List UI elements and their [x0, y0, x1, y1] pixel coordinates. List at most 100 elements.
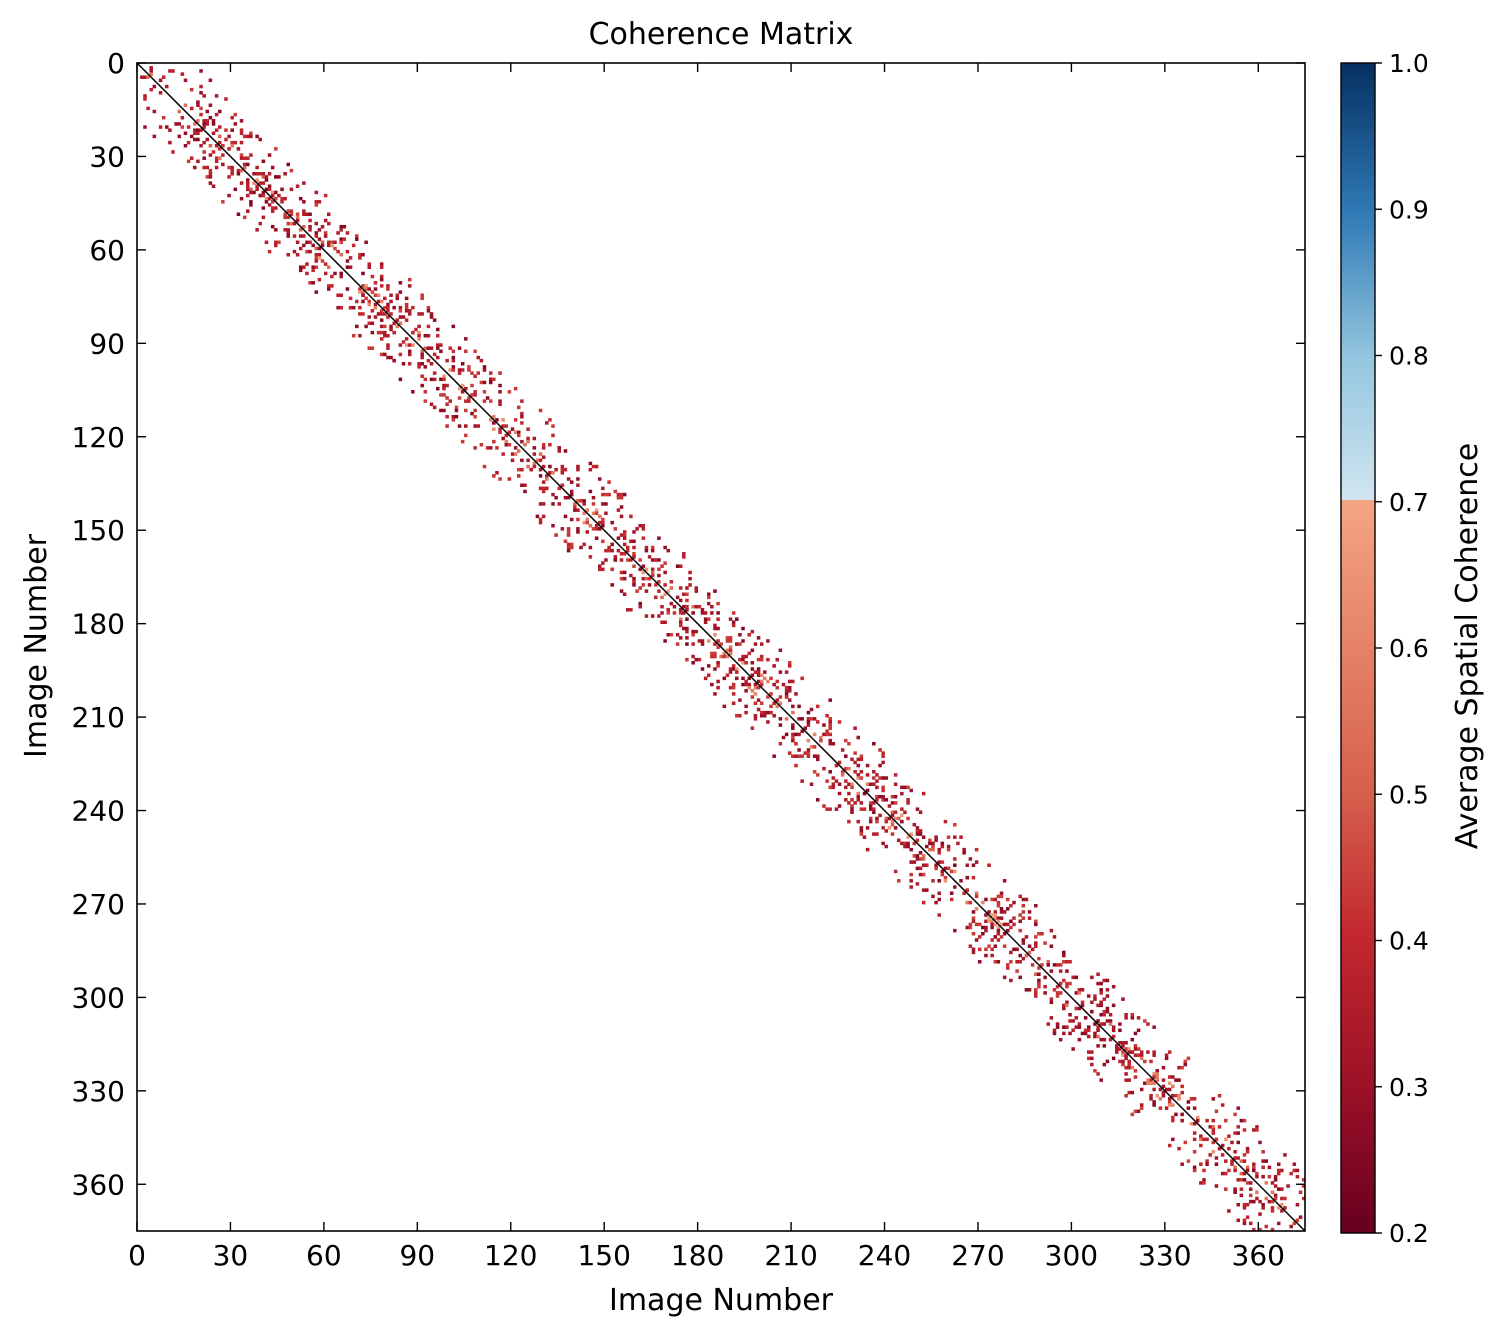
heatmap-cell — [753, 717, 758, 721]
heatmap-cell — [984, 953, 988, 958]
heatmap-cell — [931, 879, 935, 883]
heatmap-cell — [791, 679, 795, 684]
heatmap-cell — [149, 87, 153, 92]
heatmap-cell — [654, 583, 658, 587]
heatmap-cell — [987, 863, 991, 867]
heatmap-cell — [196, 159, 200, 164]
heatmap-cell — [436, 333, 440, 338]
heatmap-cell — [351, 243, 356, 248]
heatmap-cell — [968, 922, 973, 927]
heatmap-cell — [791, 754, 795, 758]
heatmap-cell — [741, 682, 745, 687]
heatmap-cell — [1276, 1187, 1281, 1191]
heatmap-cell — [464, 424, 468, 428]
heatmap-cell — [351, 333, 356, 338]
heatmap-cell — [576, 530, 580, 534]
heatmap-cell — [323, 262, 328, 266]
heatmap-cell — [314, 259, 319, 263]
heatmap-cell — [361, 312, 365, 316]
heatmap-cell — [1065, 1025, 1069, 1029]
heatmap-cell — [423, 365, 428, 369]
heatmap-cell — [1161, 1084, 1166, 1089]
heatmap-cell — [1105, 1019, 1110, 1023]
heatmap-cell — [750, 667, 755, 671]
heatmap-cell — [931, 847, 935, 852]
heatmap-cell — [1149, 1093, 1153, 1098]
heatmap-cell — [713, 692, 717, 696]
heatmap-cell — [305, 249, 309, 254]
heatmap-cell — [1276, 1206, 1281, 1210]
heatmap-cell — [560, 483, 565, 487]
heatmap-cell — [411, 343, 415, 347]
heatmap-cell — [498, 430, 502, 435]
heatmap-cell — [881, 794, 885, 799]
heatmap-cell — [1214, 1156, 1219, 1160]
heatmap-cell — [454, 408, 459, 413]
heatmap-cell — [1195, 1115, 1200, 1120]
heatmap-cell — [1139, 1103, 1144, 1107]
heatmap-cell — [660, 611, 664, 615]
heatmap-cell — [1111, 1025, 1116, 1029]
heatmap-cell — [999, 922, 1004, 927]
y-tick-label: 150 — [72, 514, 125, 547]
heatmap-cell — [1167, 1050, 1172, 1054]
heatmap-cell — [1248, 1181, 1253, 1185]
heatmap-cell — [1002, 910, 1007, 914]
heatmap-cell — [383, 296, 387, 301]
heatmap-cell — [1018, 919, 1022, 924]
heatmap-cell — [407, 362, 412, 366]
heatmap-cell — [594, 527, 599, 531]
heatmap-cell — [289, 212, 294, 217]
heatmap-cell — [678, 608, 683, 612]
heatmap-cell — [1096, 972, 1100, 976]
heatmap-cell — [1295, 1168, 1300, 1173]
heatmap-cell — [330, 243, 334, 248]
heatmap-cell — [470, 383, 474, 388]
heatmap-cell — [949, 869, 954, 874]
heatmap-cell — [398, 321, 403, 326]
heatmap-cell — [1068, 1031, 1072, 1036]
heatmap-cell — [389, 293, 393, 297]
heatmap-cell — [417, 324, 421, 329]
heatmap-cell — [993, 897, 998, 902]
heatmap-cell — [1280, 1187, 1284, 1191]
heatmap-cell — [934, 835, 938, 839]
colorbar-tick-label: 0.8 — [1389, 342, 1429, 371]
heatmap-cell — [613, 489, 618, 494]
heatmap-cell — [274, 196, 278, 201]
x-tick-label: 210 — [764, 1239, 817, 1272]
heatmap-cell — [1077, 1025, 1082, 1029]
heatmap-cell — [348, 265, 353, 269]
heatmap-cell — [1242, 1206, 1247, 1210]
y-tick-label: 270 — [72, 888, 125, 921]
heatmap-cell — [298, 228, 303, 232]
heatmap-cell — [893, 801, 898, 805]
heatmap-cell — [1139, 1106, 1144, 1110]
heatmap-cell — [685, 629, 689, 634]
heatmap-cell — [1074, 991, 1079, 995]
heatmap-cell — [654, 595, 658, 600]
heatmap-cell — [1127, 1047, 1131, 1051]
heatmap-cell — [158, 91, 163, 95]
heatmap-cell — [473, 390, 477, 394]
heatmap-cell — [716, 611, 720, 615]
heatmap-cell — [476, 424, 481, 428]
heatmap-cell — [597, 514, 602, 519]
heatmap-cell — [199, 106, 203, 111]
heatmap-cell — [1005, 963, 1010, 967]
heatmap-cell — [716, 664, 720, 668]
heatmap-cell — [622, 576, 627, 581]
heatmap-cell — [747, 685, 751, 690]
heatmap-cell — [1270, 1199, 1275, 1204]
heatmap-cell — [825, 732, 829, 737]
heatmap-cell — [569, 545, 574, 550]
heatmap-cell — [1121, 1053, 1125, 1057]
heatmap-cell — [759, 657, 764, 662]
heatmap-cell — [1027, 988, 1032, 992]
heatmap-cell — [887, 816, 892, 821]
heatmap-cell — [753, 682, 758, 687]
heatmap-cell — [386, 309, 390, 313]
heatmap-cell — [1049, 969, 1054, 973]
heatmap-cell — [298, 265, 303, 269]
heatmap-cell — [311, 243, 315, 248]
